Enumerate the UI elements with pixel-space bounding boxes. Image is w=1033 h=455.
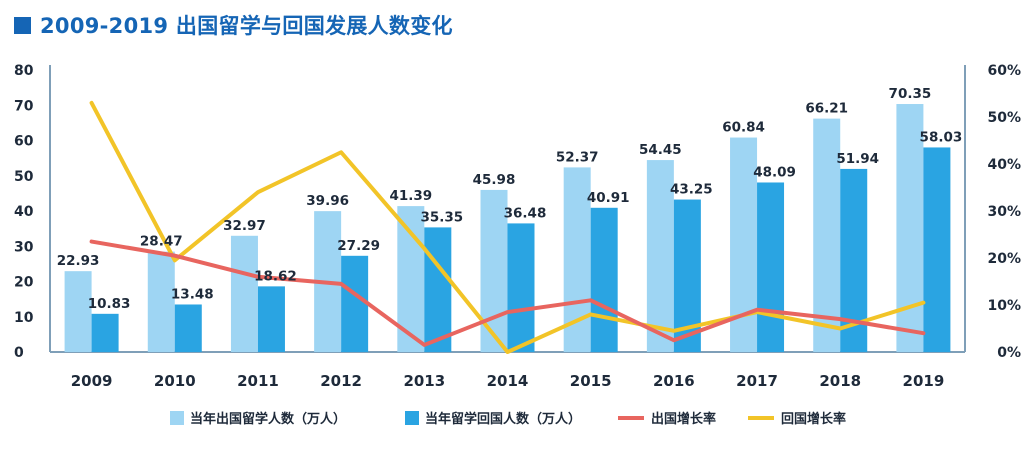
bar-returnee xyxy=(257,286,285,352)
data-label-returnee: 35.35 xyxy=(420,209,463,225)
y-left-tick-label: 50 xyxy=(14,169,34,185)
legend-label: 出国增长率 xyxy=(651,411,716,427)
data-label-study-abroad: 28.47 xyxy=(140,234,183,250)
bar-returnee xyxy=(590,207,618,352)
page-title: 2009-2019 出国留学与回国发展人数变化 xyxy=(40,14,453,38)
x-tick-label: 2012 xyxy=(320,372,362,390)
data-label-returnee: 36.48 xyxy=(504,205,547,221)
bar-returnee xyxy=(757,182,785,352)
data-label-returnee: 43.25 xyxy=(670,182,713,198)
bar-returnee xyxy=(923,147,951,352)
chart-title-block: 2009-2019 出国留学与回国发展人数变化 xyxy=(14,8,453,42)
y-left-tick-label: 80 xyxy=(14,63,34,79)
bar-study-abroad xyxy=(64,271,92,352)
title-square-icon xyxy=(14,16,31,34)
data-label-returnee: 27.29 xyxy=(337,238,380,254)
y-right-tick-label: 20% xyxy=(987,251,1021,267)
legend-label: 当年留学回国人数（万人） xyxy=(425,411,581,427)
bar-returnee xyxy=(341,255,369,352)
data-label-returnee: 18.62 xyxy=(254,268,297,284)
y-right-tick-label: 60% xyxy=(987,63,1021,79)
line-return-growth xyxy=(89,100,926,354)
bar-study-abroad xyxy=(646,160,674,352)
bar-study-abroad xyxy=(230,235,258,352)
x-tick-label: 2017 xyxy=(736,372,778,390)
y-left-tick-label: 70 xyxy=(14,98,34,114)
line-abroad-growth xyxy=(89,239,926,347)
x-tick-label: 2019 xyxy=(903,372,945,390)
data-label-study-abroad: 41.39 xyxy=(389,188,432,204)
data-label-returnee: 48.09 xyxy=(753,164,796,180)
data-label-returnee: 58.03 xyxy=(920,129,963,145)
data-label-returnee: 40.91 xyxy=(587,190,630,206)
y-right-tick-label: 30% xyxy=(987,204,1021,220)
data-label-study-abroad: 70.35 xyxy=(889,86,932,102)
x-tick-label: 2015 xyxy=(570,372,612,390)
y-right-tick-label: 40% xyxy=(987,157,1021,173)
x-tick-label: 2009 xyxy=(71,372,113,390)
data-label-study-abroad: 45.98 xyxy=(473,172,516,188)
data-label-study-abroad: 66.21 xyxy=(805,101,848,117)
bar-study-abroad xyxy=(813,118,841,353)
bar-returnee xyxy=(424,227,452,352)
data-label-study-abroad: 39.96 xyxy=(306,193,349,209)
x-tick-label: 2010 xyxy=(154,372,196,390)
bar-returnee xyxy=(91,313,119,352)
x-tick-label: 2014 xyxy=(487,372,529,390)
data-label-returnee: 13.48 xyxy=(171,286,214,302)
x-tick-label: 2018 xyxy=(819,372,861,390)
data-label-study-abroad: 54.45 xyxy=(639,142,682,158)
y-left-tick-label: 30 xyxy=(14,239,34,255)
bar-study-abroad xyxy=(147,251,175,352)
data-label-returnee: 10.83 xyxy=(88,296,131,312)
data-label-study-abroad: 52.37 xyxy=(556,149,599,165)
y-left-tick-label: 40 xyxy=(14,204,34,220)
data-label-study-abroad: 22.93 xyxy=(57,253,100,269)
y-right-tick-label: 10% xyxy=(987,298,1021,314)
y-left-tick-label: 60 xyxy=(14,134,34,150)
legend-swatch xyxy=(170,411,184,425)
bar-returnee xyxy=(174,304,202,352)
data-label-returnee: 51.94 xyxy=(836,151,879,167)
data-label-study-abroad: 60.84 xyxy=(722,120,765,136)
legend-swatch xyxy=(405,411,419,425)
x-tick-label: 2011 xyxy=(237,372,279,390)
x-tick-label: 2013 xyxy=(403,372,445,390)
y-left-tick-label: 0 xyxy=(14,345,24,361)
legend-label: 当年出国留学人数（万人） xyxy=(190,411,346,427)
legend-label: 回国增长率 xyxy=(781,411,846,427)
y-left-tick-label: 10 xyxy=(14,310,34,326)
bar-returnee xyxy=(507,223,535,352)
y-right-tick-label: 50% xyxy=(987,110,1021,126)
y-right-tick-label: 0% xyxy=(997,345,1021,361)
x-tick-label: 2016 xyxy=(653,372,695,390)
y-left-tick-label: 20 xyxy=(14,275,34,291)
data-label-study-abroad: 32.97 xyxy=(223,218,266,234)
